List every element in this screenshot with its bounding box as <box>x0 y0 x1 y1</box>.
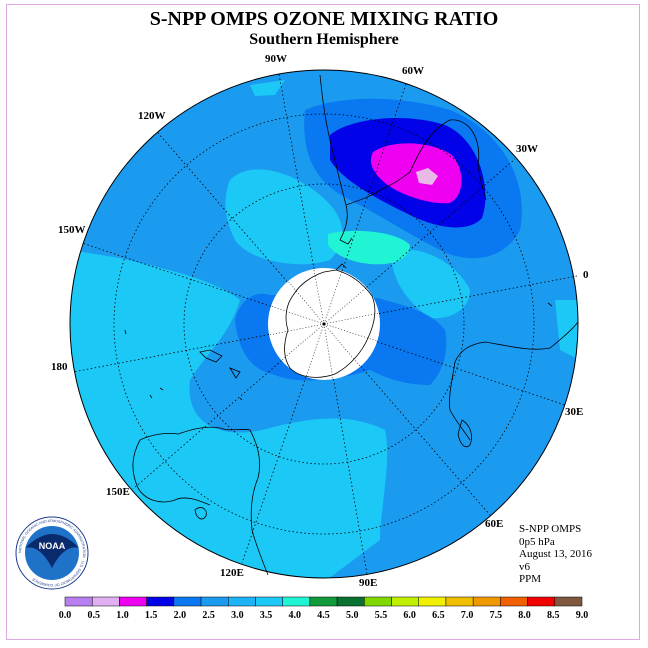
colorbar-swatch <box>146 596 175 607</box>
info-instrument: S-NPP OMPS <box>519 523 582 535</box>
colorbar-swatch <box>554 596 583 607</box>
colorbar-swatch <box>472 596 501 607</box>
coast-islands <box>124 302 553 401</box>
info-date: August 13, 2016 <box>519 548 593 560</box>
colorbar-tick-label: 0.0 <box>59 610 72 621</box>
colorbar-tick-label: 3.5 <box>260 610 273 621</box>
colorbar-swatch <box>200 596 229 607</box>
latitude-circle-outer <box>113 113 535 535</box>
colorbar <box>64 596 583 607</box>
figure-frame <box>6 4 640 640</box>
field-light-east <box>390 249 470 319</box>
colorbar-swatch <box>445 596 474 607</box>
coast-australia <box>132 426 269 576</box>
info-block: S-NPP OMPS 0p5 hPa August 13, 2016 v6 PP… <box>519 523 592 586</box>
meridian-0 <box>323 275 578 325</box>
noaa-logo-gull <box>25 534 79 568</box>
coast-tasmania <box>194 507 207 520</box>
field-cyan-patch <box>328 230 410 265</box>
coast-africa <box>449 321 579 441</box>
noaa-logo-text: NOAA <box>39 541 66 551</box>
field-light-right <box>555 300 578 360</box>
lon-label-180: 180 <box>51 361 68 373</box>
colorbar-tick-label: 9.0 <box>576 610 589 621</box>
coast-south-america <box>319 74 487 245</box>
colorbar-tick-label: 6.0 <box>403 610 416 621</box>
colorbar-swatch <box>364 596 392 607</box>
latitude-circle-inner <box>183 183 465 465</box>
lon-label-30e: 30E <box>565 406 583 418</box>
page-title: S-NPP OMPS OZONE MIXING RATIO <box>149 8 499 30</box>
graticule <box>72 73 578 575</box>
coast-new-zealand <box>199 349 241 379</box>
page-subtitle: Southern Hemisphere <box>249 31 399 48</box>
colorbar-tick-label: 7.5 <box>490 610 503 621</box>
colorbar-swatch <box>391 596 419 607</box>
lon-label-120e: 120E <box>220 567 244 579</box>
lon-label-30w: 30W <box>516 143 538 155</box>
colorbar-swatch <box>418 596 447 607</box>
colorbar-tick-label: 2.5 <box>202 610 215 621</box>
lon-label-150e: 150E <box>106 486 130 498</box>
coastlines <box>124 74 579 576</box>
map-border <box>69 69 579 579</box>
colorbar-swatch <box>173 596 202 607</box>
polar-spokes <box>268 269 380 380</box>
colorbar-tick-label: 8.5 <box>547 610 560 621</box>
info-units: PPM <box>519 573 542 585</box>
field-peak-core <box>416 168 438 185</box>
colorbar-labels: 0.0 0.5 1.0 1.5 2.0 2.5 3.0 3.5 4.0 4.5 5.0 5.5 6.0 6… <box>59 610 589 621</box>
field-light-north <box>225 169 343 265</box>
colorbar-swatch <box>527 596 556 607</box>
colorbar-swatch <box>282 596 311 607</box>
colorbar-tick-label: 3.0 <box>231 610 244 621</box>
coast-madagascar <box>457 419 472 448</box>
colorbar-swatch <box>228 596 256 607</box>
longitude-labels: 90W 60W 30W 0 30E 60E 90E 120E 150E 180 … <box>51 53 589 589</box>
noaa-logo: NOAA NATIONAL OCEANIC AND ATMOSPHERIC AD… <box>15 516 89 590</box>
colorbar-tick-label: 5.5 <box>375 610 388 621</box>
coast-antarctica <box>284 263 376 378</box>
colorbar-swatch <box>255 596 283 607</box>
field-peak <box>370 143 462 204</box>
info-level: 0p5 hPa <box>519 535 555 548</box>
lon-label-90e: 90E <box>359 577 377 589</box>
colorbar-swatch <box>91 596 120 607</box>
colorbar-tick-label: 1.0 <box>116 610 129 621</box>
colorbar-swatch <box>119 596 147 607</box>
meridian-150w <box>81 242 325 325</box>
lon-label-60w: 60W <box>402 65 424 77</box>
lon-label-90w: 90W <box>265 53 287 65</box>
colorbar-swatch <box>336 596 365 607</box>
colorbar-tick-label: 0.5 <box>87 610 100 621</box>
lon-label-150w: 150W <box>58 224 86 236</box>
colorbar-tick-label: 8.0 <box>518 610 531 621</box>
colorbar-tick-label: 2.0 <box>174 610 187 621</box>
colorbar-tick-label: 4.0 <box>289 610 302 621</box>
info-version: v6 <box>519 560 530 573</box>
lon-label-120w: 120W <box>138 110 166 122</box>
field-light-top <box>250 80 285 96</box>
colorbar-tick-label: 6.5 <box>432 610 445 621</box>
lon-label-0: 0 <box>583 269 589 281</box>
meridian-180 <box>72 323 325 373</box>
colorbar-tick-label: 4.5 <box>317 610 330 621</box>
colorbar-tick-label: 7.0 <box>461 610 474 621</box>
south-pole-marker <box>322 322 326 326</box>
colorbar-swatch <box>309 596 338 607</box>
colorbar-swatch <box>64 596 93 607</box>
lon-label-60e: 60E <box>485 518 503 530</box>
colorbar-tick-label: 1.5 <box>145 610 158 621</box>
colorbar-swatch <box>500 596 528 607</box>
colorbar-tick-label: 5.0 <box>346 610 359 621</box>
